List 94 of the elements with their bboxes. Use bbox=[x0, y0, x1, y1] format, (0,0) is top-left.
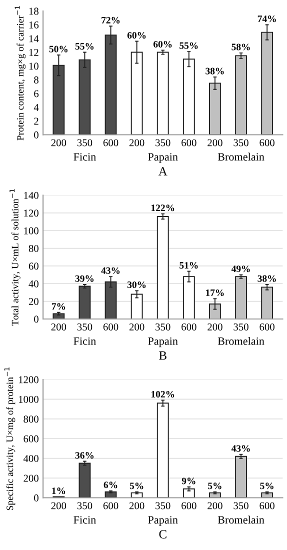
annotation: 43% bbox=[101, 267, 120, 274]
annotation: 122% bbox=[152, 204, 174, 212]
y-tick-label: 0 bbox=[34, 131, 38, 138]
x-axis-title: A bbox=[158, 167, 168, 176]
annotation: 51% bbox=[180, 262, 198, 269]
text: Bromelain bbox=[218, 337, 264, 345]
x-tick-label: 200 bbox=[51, 502, 66, 510]
annotation: 9% bbox=[182, 478, 196, 484]
x-tick-label: 200 bbox=[208, 502, 222, 510]
annotation: 43% bbox=[231, 445, 250, 452]
x-tick-label: 200 bbox=[129, 323, 144, 330]
y-tick-label: 2 bbox=[34, 118, 38, 125]
annotation: 1% bbox=[52, 488, 66, 494]
y-tick-label: 1000 bbox=[18, 396, 38, 403]
text: Papain bbox=[148, 153, 178, 163]
annotation: 5% bbox=[130, 482, 144, 490]
annotation: 5% bbox=[208, 482, 222, 490]
y-tick-label: 60 bbox=[28, 262, 38, 270]
x-tick-label: 600 bbox=[182, 323, 196, 330]
annotation: 5% bbox=[260, 482, 274, 490]
annotation: 49% bbox=[231, 266, 250, 272]
x-tick-label: 600 bbox=[260, 139, 274, 146]
y-tick-label: 6 bbox=[34, 90, 39, 98]
x-tick-label: 350 bbox=[77, 323, 92, 330]
x-tick-label: 350 bbox=[234, 139, 248, 146]
annotation: 58% bbox=[232, 44, 250, 50]
annotation: 7% bbox=[52, 303, 66, 310]
annotation: 38% bbox=[258, 275, 276, 282]
y-tick-label: 100 bbox=[24, 227, 38, 234]
y-tick-label: 140 bbox=[24, 192, 38, 199]
x-tick-label: 600 bbox=[103, 502, 118, 510]
y-tick-label: 80 bbox=[28, 244, 38, 252]
x-tick-label: 350 bbox=[234, 323, 248, 330]
annotation: 74% bbox=[258, 16, 276, 22]
x-tick-label: 200 bbox=[129, 502, 144, 510]
y-tick-label: 16 bbox=[29, 21, 39, 28]
x-tick-label: 600 bbox=[103, 323, 118, 330]
y-axis-title: Specific activity, U×mg of protein$^{−1}$ bbox=[4, 367, 16, 510]
annotation: 72% bbox=[102, 16, 120, 24]
y-tick-label: 400 bbox=[23, 455, 38, 462]
text: Bromelain bbox=[218, 516, 264, 524]
x-tick-label: 350 bbox=[156, 502, 170, 510]
x-axis-title: B bbox=[159, 351, 166, 360]
x-tick-label: 350 bbox=[234, 502, 248, 510]
x-tick-label: 600 bbox=[182, 502, 196, 510]
text: Papain bbox=[148, 337, 178, 348]
annotation: 36% bbox=[75, 452, 94, 459]
y-tick-label: 4 bbox=[34, 104, 39, 111]
x-tick-label: 200 bbox=[51, 323, 66, 330]
annotation: 38% bbox=[206, 68, 224, 74]
y-tick-label: 18 bbox=[29, 8, 38, 15]
y-tick-label: 8 bbox=[34, 76, 38, 84]
annotation: 39% bbox=[75, 275, 94, 282]
x-tick-label: 350 bbox=[156, 139, 170, 146]
annotation: 50% bbox=[49, 46, 68, 52]
text: Ficin bbox=[74, 153, 96, 161]
y-tick-label: 0 bbox=[34, 316, 38, 323]
x-tick-label: 600 bbox=[182, 139, 196, 146]
y-axis-title: Protein content, mg×g of carrier$^{−1}$ bbox=[14, 6, 26, 140]
x-tick-label: 350 bbox=[77, 502, 92, 510]
annotation: 30% bbox=[127, 281, 146, 288]
x-tick-label: 200 bbox=[129, 139, 144, 146]
text: Bromelain bbox=[218, 152, 264, 161]
text: Ficin bbox=[74, 337, 96, 345]
x-tick-label: 600 bbox=[103, 139, 118, 146]
y-tick-label: 800 bbox=[24, 416, 38, 423]
y-tick-label: 40 bbox=[28, 280, 38, 288]
text: Papain bbox=[148, 516, 178, 526]
x-tick-label: 200 bbox=[208, 323, 222, 330]
annotation: 102% bbox=[152, 390, 174, 398]
y-tick-label: 120 bbox=[24, 210, 38, 217]
y-tick-label: 20 bbox=[28, 298, 38, 306]
text: Ficin bbox=[74, 516, 96, 524]
y-tick-label: 14 bbox=[29, 35, 39, 42]
x-tick-label: 200 bbox=[51, 139, 66, 146]
y-tick-label: 600 bbox=[24, 435, 38, 442]
x-tick-label: 600 bbox=[260, 502, 274, 510]
x-tick-label: 200 bbox=[208, 139, 222, 146]
y-tick-label: 1200 bbox=[18, 376, 38, 384]
annotation: 17% bbox=[206, 289, 224, 296]
y-tick-label: 10 bbox=[29, 62, 38, 70]
annotation: 6% bbox=[104, 482, 118, 488]
annotation: 60% bbox=[127, 32, 146, 39]
x-tick-label: 600 bbox=[260, 323, 274, 330]
annotation: 60% bbox=[153, 40, 172, 48]
y-tick-label: 12 bbox=[29, 48, 38, 56]
annotation: 55% bbox=[180, 42, 198, 49]
x-axis-title: C bbox=[159, 530, 166, 538]
y-tick-label: 0 bbox=[34, 494, 38, 502]
y-axis-title: Total activity, U×mL of solution$^{−1}$ bbox=[10, 189, 20, 326]
x-tick-label: 350 bbox=[77, 139, 92, 146]
x-tick-label: 350 bbox=[156, 323, 170, 330]
annotation: 55% bbox=[75, 43, 94, 50]
y-tick-label: 200 bbox=[24, 474, 38, 482]
